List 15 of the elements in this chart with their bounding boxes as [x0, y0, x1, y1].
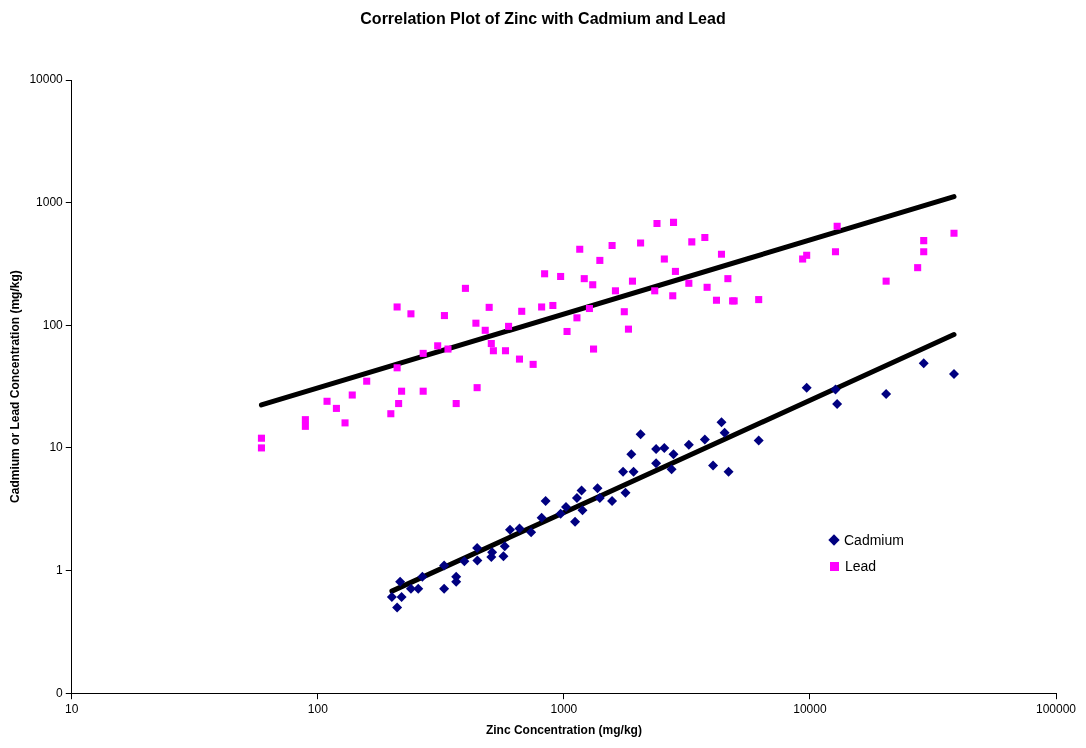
- x-tick-label: 100: [307, 701, 329, 716]
- chart-title: Correlation Plot of Zinc with Cadmium and Lead: [359, 10, 727, 28]
- x-axis-title: Zinc Concentration (mg/kg): [485, 723, 642, 738]
- y-tick-label: 10000: [29, 72, 64, 87]
- legend-label: Lead: [845, 558, 877, 574]
- y-axis-title: Cadmium or Lead Concentration (mg/kg): [7, 270, 22, 503]
- y-tick-label: 1: [56, 562, 64, 577]
- legend-label: Cadmium: [844, 532, 904, 548]
- y-tick-label: 10: [49, 440, 64, 455]
- x-tick-label: 100000: [1035, 701, 1077, 716]
- y-tick-label: 1000: [36, 194, 64, 209]
- x-tick-label: 1000: [550, 701, 578, 716]
- y-tick-label: 100: [42, 317, 64, 332]
- y-tick-label: 0: [56, 685, 64, 700]
- x-tick-label: 10000: [793, 701, 827, 716]
